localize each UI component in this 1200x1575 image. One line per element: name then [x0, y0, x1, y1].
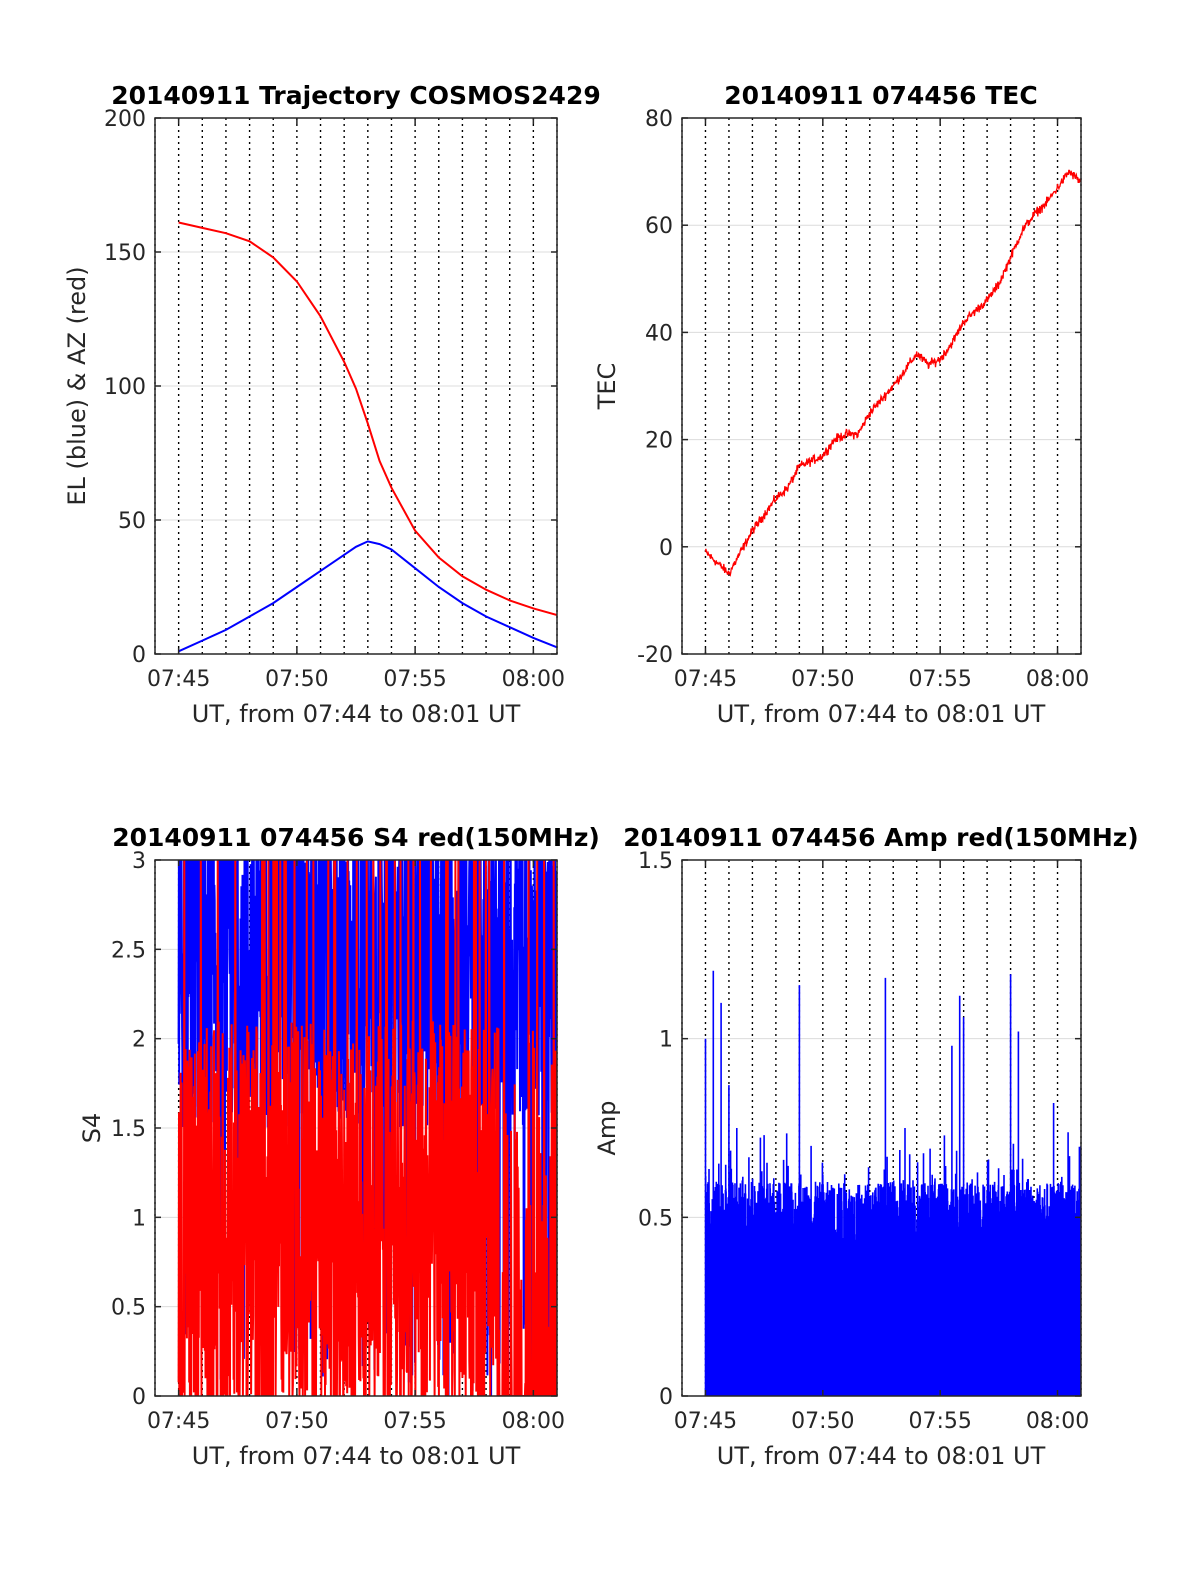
trajectory-xlabel: UT, from 07:44 to 08:01 UT — [192, 700, 521, 728]
y-tick-label: 1.5 — [638, 849, 673, 874]
s4-ylabel: S4 — [78, 1113, 106, 1144]
x-tick-label: 07:50 — [265, 1409, 328, 1434]
y-tick-label: 3 — [132, 849, 146, 874]
y-tick-label: 200 — [104, 107, 146, 132]
tec-line — [704, 169, 1081, 577]
y-tick-label: 0 — [659, 1385, 673, 1410]
x-tick-label: 07:45 — [674, 1409, 737, 1434]
y-tick-label: 150 — [104, 241, 146, 266]
y-tick-label: 1 — [659, 1028, 673, 1053]
y-tick-label: 0.5 — [111, 1296, 146, 1321]
x-tick-label: 07:45 — [147, 667, 210, 692]
tec-panel: 20140911 074456 TEC UT, from 07:44 to 08… — [593, 81, 1089, 728]
x-tick-label: 07:50 — [791, 1409, 854, 1434]
trajectory-ylabel: EL (blue) & AZ (red) — [63, 266, 91, 505]
trajectory-panel: 20140911 Trajectory COSMOS2429 UT, from … — [63, 81, 601, 728]
plot-area — [177, 860, 557, 1396]
plot-area — [178, 221, 557, 653]
axes-box — [681, 859, 1082, 1397]
s4-panel: UT, from 07:44 to 08:01 UT S4 0 0.5 1 1.5 2 2… — [78, 849, 565, 1470]
y-tick-label: 1.5 — [111, 1117, 146, 1142]
s4-red-series — [177, 860, 557, 1396]
y-tick-label: 40 — [645, 321, 673, 346]
x-tick-label: 07:50 — [265, 667, 328, 692]
y-tick-label: 50 — [118, 509, 146, 534]
trajectory-title: 20140911 Trajectory COSMOS2429 — [111, 81, 601, 110]
y-tick-label: 60 — [645, 214, 673, 239]
s4-title: 20140911 074456 S4 red(150MHz) — [112, 823, 600, 852]
amp-bars — [704, 970, 1081, 1396]
x-tick-label: 08:00 — [502, 667, 565, 692]
tec-ylabel: TEC — [593, 363, 621, 411]
axes-box — [681, 117, 1082, 655]
y-tick-label: 1 — [132, 1206, 146, 1231]
y-tick-label: 0.5 — [638, 1206, 673, 1231]
plot-area — [704, 970, 1081, 1396]
x-tick-label: 07:45 — [674, 667, 737, 692]
amp-ylabel: Amp — [593, 1100, 621, 1155]
tec-xlabel: UT, from 07:44 to 08:01 UT — [717, 700, 1046, 728]
plot-area — [704, 169, 1081, 577]
x-tick-label: 07:55 — [908, 667, 971, 692]
amp-title: 20140911 074456 Amp red(150MHz) — [623, 823, 1139, 852]
y-tick-label: 80 — [645, 107, 673, 132]
y-tick-label: 0 — [659, 536, 673, 561]
amp-panel: UT, from 07:44 to 08:01 UT Amp 0 0.5 1 1.5 0… — [593, 849, 1089, 1470]
y-tick-label: 100 — [104, 375, 146, 400]
amp-xlabel: UT, from 07:44 to 08:01 UT — [717, 1442, 1046, 1470]
x-tick-label: 07:55 — [383, 1409, 446, 1434]
x-tick-label: 07:55 — [383, 667, 446, 692]
y-tick-label: 2 — [132, 1028, 146, 1053]
y-tick-label: -20 — [637, 643, 673, 668]
x-tick-label: 08:00 — [1026, 667, 1089, 692]
azimuth-line — [178, 221, 557, 617]
x-tick-label: 08:00 — [1026, 1409, 1089, 1434]
s4-xlabel: UT, from 07:44 to 08:01 UT — [192, 1442, 521, 1470]
x-tick-label: 07:55 — [908, 1409, 971, 1434]
x-tick-label: 08:00 — [502, 1409, 565, 1434]
tec-title: 20140911 074456 TEC — [724, 81, 1037, 110]
elevation-line — [178, 540, 557, 653]
y-tick-label: 2.5 — [111, 938, 146, 963]
y-tick-label: 20 — [645, 429, 673, 454]
x-tick-label: 07:45 — [147, 1409, 210, 1434]
x-tick-label: 07:50 — [791, 667, 854, 692]
y-tick-label: 0 — [132, 643, 146, 668]
y-tick-label: 0 — [132, 1385, 146, 1410]
